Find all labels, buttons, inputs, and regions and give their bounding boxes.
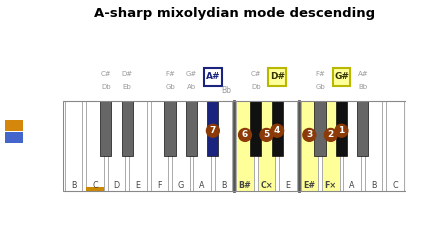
Text: Db: Db — [251, 84, 260, 90]
Text: B: B — [221, 181, 226, 190]
Text: F#: F# — [165, 71, 175, 77]
Text: 6: 6 — [242, 130, 248, 140]
Text: F: F — [157, 181, 161, 190]
Bar — [250, 101, 261, 156]
Text: C#: C# — [250, 71, 261, 77]
Bar — [129, 101, 147, 191]
Bar — [279, 101, 297, 191]
Text: A#: A# — [358, 71, 368, 77]
Bar — [336, 101, 347, 156]
Text: C×: C× — [260, 181, 273, 190]
Text: 2: 2 — [328, 130, 334, 140]
Bar — [63, 101, 406, 191]
Text: E: E — [286, 181, 290, 190]
Text: Eb: Eb — [123, 84, 132, 90]
Bar — [301, 101, 318, 191]
Text: B: B — [371, 181, 376, 190]
Text: 7: 7 — [210, 126, 216, 135]
Bar — [5, 132, 23, 143]
Bar — [258, 101, 275, 191]
Text: basicmusictheory.com: basicmusictheory.com — [12, 75, 17, 141]
Text: G#: G# — [334, 72, 349, 81]
Text: 4: 4 — [274, 126, 280, 135]
Circle shape — [324, 128, 337, 141]
Text: F#: F# — [315, 71, 325, 77]
Circle shape — [271, 124, 284, 137]
Bar — [365, 101, 382, 191]
Bar — [315, 101, 326, 156]
Bar — [322, 101, 340, 191]
Text: B#: B# — [238, 181, 251, 190]
Text: Bb: Bb — [358, 84, 367, 90]
Bar — [215, 101, 232, 191]
Bar — [165, 101, 176, 156]
Bar — [86, 187, 104, 191]
Text: C: C — [92, 181, 98, 190]
Text: Gb: Gb — [315, 84, 325, 90]
Bar — [5, 120, 23, 130]
Text: Ab: Ab — [187, 84, 196, 90]
Text: E: E — [136, 181, 140, 190]
Bar — [357, 101, 368, 156]
Circle shape — [260, 128, 273, 141]
Text: F×: F× — [325, 181, 337, 190]
Text: A: A — [349, 181, 355, 190]
Text: D: D — [114, 181, 120, 190]
FancyBboxPatch shape — [268, 68, 286, 86]
Text: A: A — [199, 181, 205, 190]
Bar — [343, 101, 361, 191]
Bar — [207, 101, 218, 156]
Text: B: B — [71, 181, 76, 190]
Bar — [172, 101, 190, 191]
Text: 3: 3 — [306, 130, 312, 140]
Text: G#: G# — [186, 71, 197, 77]
Bar — [65, 101, 82, 191]
Bar — [236, 101, 254, 191]
Bar — [108, 101, 125, 191]
Text: D#: D# — [270, 72, 285, 81]
Bar — [150, 101, 168, 191]
Text: Gb: Gb — [165, 84, 175, 90]
Text: C#: C# — [100, 71, 111, 77]
Text: A#: A# — [205, 72, 220, 81]
FancyBboxPatch shape — [333, 68, 350, 86]
Bar — [121, 101, 133, 156]
Bar — [86, 101, 104, 191]
Circle shape — [206, 124, 219, 137]
Circle shape — [238, 128, 251, 141]
Text: A-sharp mixolydian mode descending: A-sharp mixolydian mode descending — [94, 7, 375, 20]
Text: Bb: Bb — [221, 86, 231, 95]
Circle shape — [303, 128, 316, 141]
Text: 1: 1 — [338, 126, 345, 135]
Bar — [271, 101, 283, 156]
Bar — [100, 101, 111, 156]
Text: 5: 5 — [263, 130, 270, 140]
Text: Db: Db — [101, 84, 110, 90]
FancyBboxPatch shape — [204, 68, 222, 86]
Text: C: C — [392, 181, 398, 190]
Bar — [193, 101, 211, 191]
Text: G: G — [178, 181, 184, 190]
Text: D#: D# — [121, 71, 133, 77]
Bar — [386, 101, 404, 191]
Circle shape — [335, 124, 348, 137]
Text: E#: E# — [303, 181, 315, 190]
Bar — [186, 101, 197, 156]
